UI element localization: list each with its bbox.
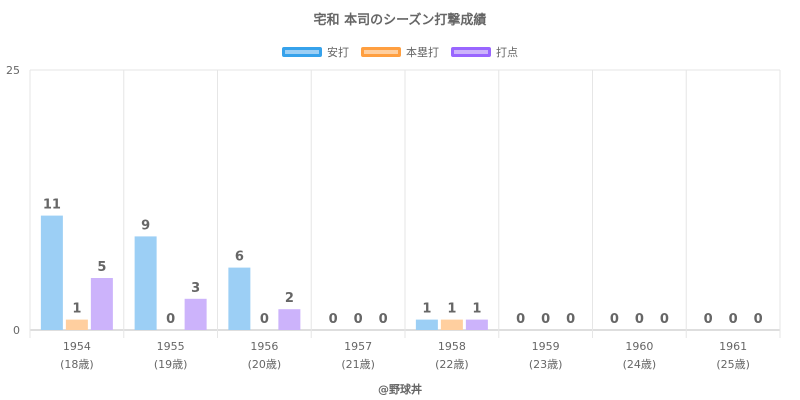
bar-value-label: 0 — [635, 312, 644, 327]
bar — [134, 236, 157, 330]
legend-item-home-runs[interactable]: 本塁打 — [361, 44, 439, 60]
legend: 安打 本塁打 打点 — [0, 44, 800, 60]
y-tick-label: 25 — [6, 64, 20, 77]
x-tick-label: 1958 — [438, 340, 466, 353]
bar-value-label: 0 — [516, 312, 525, 327]
bar — [184, 298, 207, 330]
bar-value-label: 1 — [447, 302, 456, 317]
bar-value-label: 6 — [235, 250, 244, 265]
bar-value-label: 0 — [660, 312, 669, 327]
x-tick-label: 1960 — [625, 340, 653, 353]
x-tick-label: 1954 — [63, 340, 91, 353]
bar — [440, 319, 463, 330]
bar-value-label: 0 — [704, 312, 713, 327]
bar — [228, 267, 251, 330]
bar-value-label: 11 — [43, 198, 61, 213]
legend-label-rbi: 打点 — [496, 46, 518, 59]
legend-label-hits: 安打 — [327, 46, 349, 59]
chart-title: 宅和 本司のシーズン打撃成績 — [313, 13, 487, 28]
bar-value-label: 5 — [97, 260, 106, 275]
watermark: @野球丼 — [378, 383, 422, 396]
bar-value-label: 0 — [354, 312, 363, 327]
x-tick-sublabel: (22歳) — [435, 358, 469, 371]
bar-value-label: 0 — [166, 312, 175, 327]
bar-value-label: 0 — [729, 312, 738, 327]
bar-value-label: 0 — [610, 312, 619, 327]
x-tick-label: 1961 — [719, 340, 747, 353]
x-tick-label: 1955 — [157, 340, 185, 353]
bar — [415, 319, 438, 330]
bar-value-label: 1 — [472, 302, 481, 317]
bar — [65, 319, 88, 330]
x-tick-sublabel: (21歳) — [341, 358, 375, 371]
bar-value-label: 0 — [566, 312, 575, 327]
x-tick-sublabel: (19歳) — [154, 358, 188, 371]
bar-value-label: 9 — [141, 218, 150, 233]
x-tick-sublabel: (24歳) — [623, 358, 657, 371]
bar-value-label: 0 — [379, 312, 388, 327]
x-tick-label: 1957 — [344, 340, 372, 353]
bar-value-label: 3 — [191, 281, 200, 296]
legend-item-rbi[interactable]: 打点 — [451, 44, 518, 60]
bar-value-label: 0 — [260, 312, 269, 327]
x-tick-sublabel: (23歳) — [529, 358, 563, 371]
bar — [278, 309, 301, 330]
x-tick-sublabel: (25歳) — [716, 358, 750, 371]
y-tick-label: 0 — [13, 324, 20, 337]
bar-value-label: 1 — [72, 302, 81, 317]
x-tick-sublabel: (18歳) — [60, 358, 94, 371]
x-tick-label: 1959 — [532, 340, 560, 353]
legend-swatch-home-runs — [361, 47, 401, 57]
bar-value-label: 2 — [285, 291, 294, 306]
legend-label-home-runs: 本塁打 — [406, 46, 439, 59]
bar-value-label: 0 — [541, 312, 550, 327]
bar-value-label: 0 — [754, 312, 763, 327]
bar — [90, 278, 113, 330]
legend-swatch-rbi — [451, 47, 491, 57]
legend-swatch-hits — [282, 47, 322, 57]
bar-value-label: 0 — [329, 312, 338, 327]
bar-value-label: 1 — [422, 302, 431, 317]
legend-item-hits[interactable]: 安打 — [282, 44, 349, 60]
x-tick-sublabel: (20歳) — [248, 358, 282, 371]
bar — [465, 319, 488, 330]
x-tick-label: 1956 — [250, 340, 278, 353]
bar — [40, 215, 63, 330]
